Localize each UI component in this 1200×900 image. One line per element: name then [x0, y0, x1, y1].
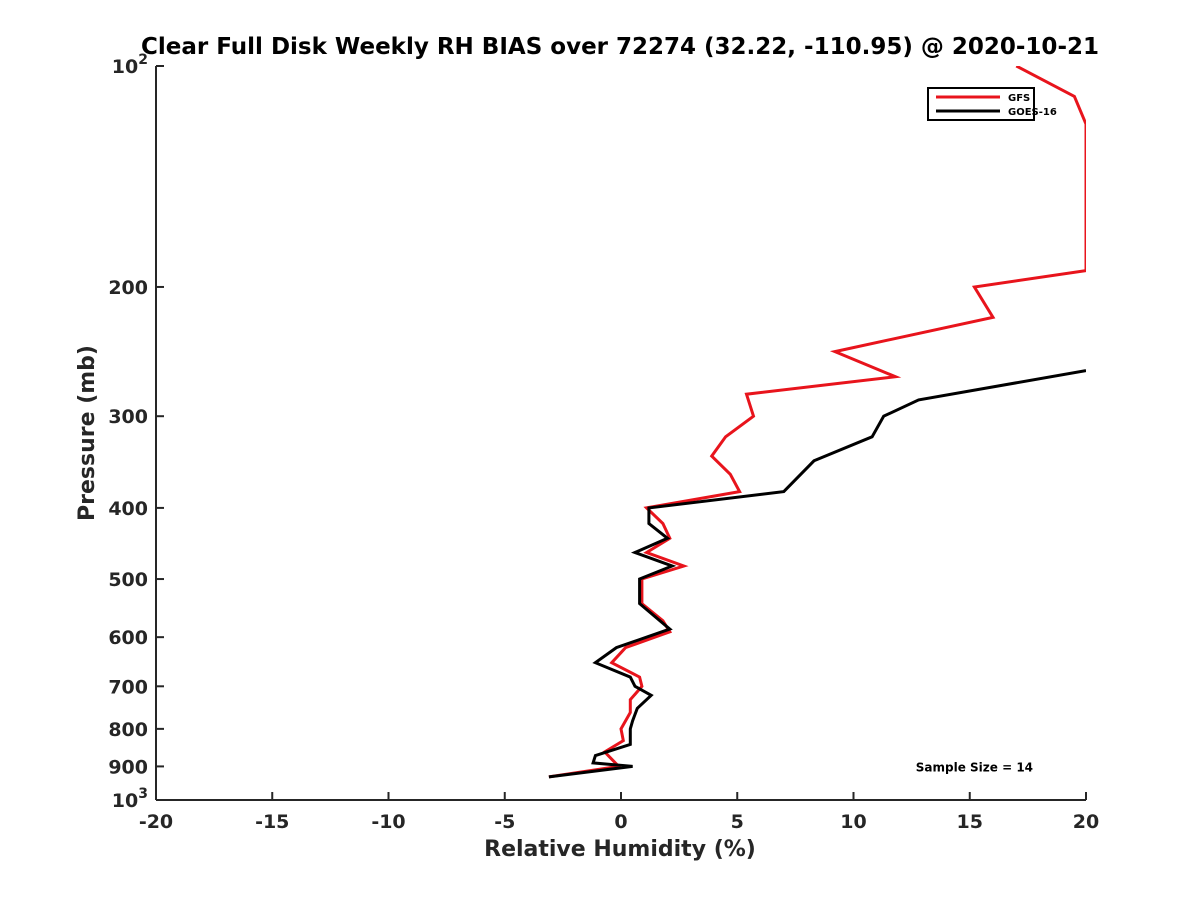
x-tick-label: 0 — [614, 811, 627, 833]
y-tick-label: 300 — [108, 406, 148, 428]
y-axis-label: Pressure (mb) — [75, 345, 100, 521]
legend-box — [927, 87, 1035, 121]
legend-label: GFS — [1008, 93, 1030, 104]
y-tick-label: 500 — [108, 569, 148, 591]
x-tick-label: 5 — [731, 811, 744, 833]
x-axis-label: Relative Humidity (%) — [484, 837, 756, 862]
series-line-gfs — [548, 66, 1086, 779]
y-tick-label: 800 — [108, 719, 148, 741]
legend-label: GOES-16 — [1008, 107, 1057, 118]
y-tick-label: 700 — [108, 676, 148, 698]
x-tick-label: -5 — [494, 811, 515, 833]
x-tick-label: 20 — [1073, 811, 1099, 833]
x-tick-label: -10 — [371, 811, 405, 833]
series-line-goes-16 — [548, 369, 1086, 779]
plot-area: -20 -15 -10 -5 0 5 10 15 20 102 200 300 400 500 600 700… — [108, 52, 1099, 833]
sample-size-annotation: Sample Size = 14 — [916, 760, 1033, 774]
y-tick-label: 102 — [112, 52, 148, 78]
x-tick-label: 10 — [840, 811, 866, 833]
y-tick-label: 200 — [108, 277, 148, 299]
y-tick-label: 400 — [108, 498, 148, 520]
chart-title: Clear Full Disk Weekly RH BIAS over 7227… — [141, 34, 1099, 60]
y-tick-label: 600 — [108, 627, 148, 649]
x-tick-label: -20 — [139, 811, 173, 833]
x-tick-label: -15 — [255, 811, 289, 833]
x-tick-label: 15 — [957, 811, 983, 833]
y-tick-label: 103 — [112, 786, 148, 812]
y-tick-label: 900 — [108, 756, 148, 778]
